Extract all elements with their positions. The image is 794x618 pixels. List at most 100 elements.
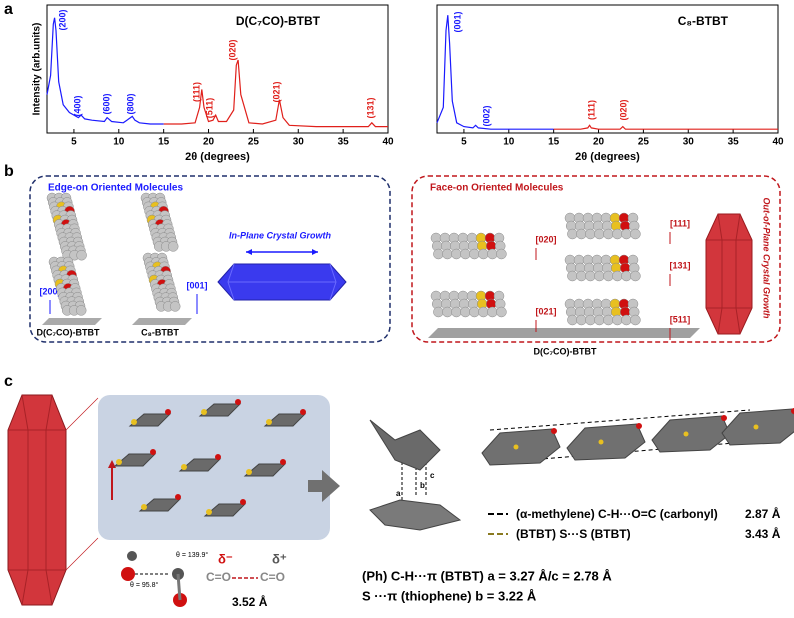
atom bbox=[594, 270, 605, 282]
atom bbox=[621, 314, 632, 326]
x-tick-label: 10 bbox=[503, 137, 515, 148]
box-title: Edge-on Oriented Molecules bbox=[48, 183, 183, 194]
atom bbox=[753, 424, 759, 430]
atom bbox=[121, 567, 135, 581]
contact-label: b bbox=[420, 481, 425, 490]
atom bbox=[165, 409, 171, 415]
x-tick-label: 20 bbox=[593, 137, 605, 148]
face-box bbox=[411, 175, 781, 343]
atom bbox=[683, 431, 689, 437]
molecule-label: C₈-BTBT bbox=[141, 327, 179, 337]
atom bbox=[576, 270, 587, 282]
atom bbox=[300, 409, 306, 415]
substrate bbox=[428, 328, 700, 338]
atom bbox=[612, 228, 623, 240]
peak-label: (021) bbox=[271, 81, 281, 102]
x-tick-label: 35 bbox=[728, 137, 740, 148]
atom bbox=[116, 459, 122, 465]
x-axis-label: 2θ (degrees) bbox=[575, 151, 640, 163]
peak-label: (800) bbox=[125, 93, 135, 114]
arrow-head bbox=[108, 460, 116, 468]
crystal-edge bbox=[706, 213, 752, 335]
atom bbox=[127, 551, 137, 561]
crystal-edge bbox=[227, 263, 337, 301]
panel-letter: a bbox=[4, 1, 13, 18]
angle-label: θ = 139.9° bbox=[176, 551, 208, 559]
plot-frame bbox=[46, 4, 389, 134]
atom bbox=[487, 248, 498, 260]
y-axis-label: Intensity (arb.units) bbox=[32, 23, 43, 116]
atom bbox=[169, 301, 181, 312]
interaction: (Ph) C-H···π (BTBT) a = 3.27 Å/c = 2.78 … bbox=[362, 568, 612, 583]
atom bbox=[612, 270, 623, 282]
atom bbox=[75, 305, 87, 316]
x-tick-label: 40 bbox=[382, 137, 394, 148]
growth-label: Out-of-Plane Crystal Growth bbox=[762, 197, 772, 319]
atom bbox=[131, 419, 137, 425]
atom bbox=[630, 228, 641, 240]
edge-box bbox=[29, 175, 391, 343]
atom bbox=[585, 314, 596, 326]
x-tick-label: 15 bbox=[548, 137, 560, 148]
direction: [111] bbox=[670, 218, 690, 228]
atom bbox=[206, 509, 212, 515]
chain-molecule bbox=[481, 428, 561, 466]
zoom-line bbox=[65, 537, 99, 571]
atom bbox=[150, 449, 156, 455]
direction: [200] bbox=[39, 286, 60, 296]
distance: 3.52 Å bbox=[232, 594, 268, 609]
atom bbox=[141, 504, 147, 510]
peak-label: (400) bbox=[72, 95, 82, 116]
crystal-red bbox=[7, 394, 67, 606]
x-tick-label: 35 bbox=[338, 137, 350, 148]
atom bbox=[594, 228, 605, 240]
bond-label: C=O bbox=[206, 570, 231, 584]
contact bbox=[529, 439, 771, 461]
xrd-line bbox=[46, 17, 164, 125]
peak-label: (200) bbox=[57, 9, 67, 30]
atom bbox=[451, 306, 462, 318]
contact bbox=[489, 409, 751, 431]
chart-title: C₈-BTBT bbox=[678, 14, 729, 28]
x-tick-label: 15 bbox=[158, 137, 170, 148]
panel-letter: b bbox=[4, 163, 14, 180]
legend-text: (α-methylene) C-H···O=C (carbonyl) bbox=[516, 507, 718, 521]
atom bbox=[433, 248, 444, 260]
atom bbox=[215, 454, 221, 460]
zoom-line bbox=[65, 397, 99, 431]
peak-label: (020) bbox=[227, 39, 237, 60]
atom bbox=[167, 241, 179, 252]
atom bbox=[612, 314, 623, 326]
legend-text: (BTBT) S···S (BTBT) bbox=[516, 527, 631, 541]
molecule-label: D(C₇CO)-BTBT bbox=[533, 346, 597, 356]
atom bbox=[576, 228, 587, 240]
atom bbox=[630, 314, 641, 326]
atom bbox=[246, 469, 252, 475]
atom bbox=[791, 408, 794, 414]
atom bbox=[598, 439, 604, 445]
direction: [511] bbox=[670, 314, 691, 324]
crystal-edge bbox=[8, 394, 66, 606]
molecule-label: D(C₇CO)-BTBT bbox=[36, 327, 100, 337]
atom bbox=[551, 428, 557, 434]
direction: [131] bbox=[669, 260, 690, 270]
atom bbox=[433, 306, 444, 318]
x-tick-label: 25 bbox=[638, 137, 650, 148]
charge: δ⁻ bbox=[218, 551, 233, 566]
atom bbox=[603, 270, 614, 282]
atom bbox=[469, 306, 480, 318]
xrd-line bbox=[163, 59, 388, 128]
atom bbox=[585, 270, 596, 282]
atom bbox=[621, 270, 632, 282]
peak-label: (020) bbox=[618, 99, 628, 120]
charge: δ⁺ bbox=[272, 551, 287, 566]
atom bbox=[603, 314, 614, 326]
atom bbox=[603, 228, 614, 240]
atom bbox=[567, 228, 578, 240]
atom bbox=[469, 248, 480, 260]
atom bbox=[240, 499, 246, 505]
direction: [020] bbox=[535, 234, 556, 244]
atom bbox=[513, 444, 519, 450]
x-tick-label: 30 bbox=[293, 137, 305, 148]
big-arrow bbox=[308, 470, 340, 502]
